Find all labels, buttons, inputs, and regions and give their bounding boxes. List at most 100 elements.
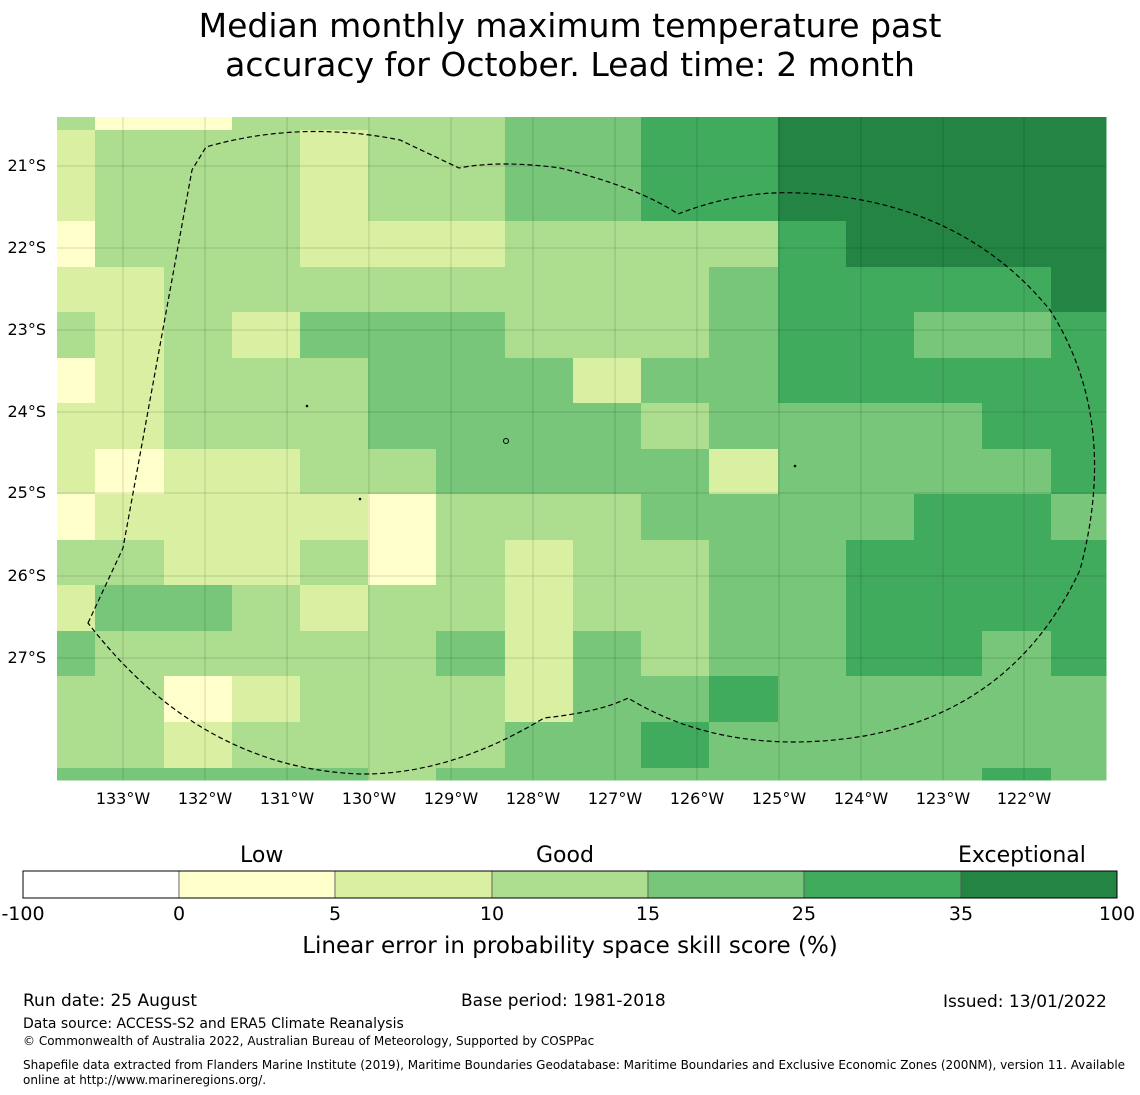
grid-cell [778,449,847,495]
grid-cell [573,768,642,781]
grid-cell [232,768,301,781]
grid-cell [300,585,369,632]
grid-cell [982,722,1052,769]
latitude-label: 27°S [7,648,46,667]
grid-cell [368,540,437,586]
grid-cell [300,267,369,313]
grid-cell [436,176,506,222]
grid-cell [709,312,779,359]
grid-cell [300,494,369,541]
grid-cell [914,312,983,359]
grid-cell [709,176,779,222]
grid-cell [232,117,301,131]
grid-cell [57,449,96,495]
grid-cell [300,403,369,450]
grid-cell [368,494,437,541]
grid-cell [846,722,915,769]
grid-cell [232,631,301,677]
grid-cell [95,494,165,541]
latitude-label: 24°S [7,402,46,421]
latitude-label: 26°S [7,566,46,585]
category-exceptional-label: Exceptional [958,843,1086,868]
grid-cell [846,221,915,268]
grid-cell [232,722,301,769]
run-date: Run date: 25 August [23,991,197,1011]
colorbar-tick-label: 10 [479,903,505,925]
category-low-label: Low [240,843,284,868]
grid-cell [914,676,983,723]
issued-date: Issued: 13/01/2022 [943,992,1107,1012]
grid-cell [368,130,437,177]
grid-cell [709,494,779,541]
grid-cell [95,540,165,586]
grid-cell [573,585,642,632]
grid-cell [95,403,165,450]
grid-cell [709,267,779,313]
latitude-label: 22°S [7,238,46,257]
grid-cell [1051,631,1107,677]
grid-cell [436,449,506,495]
title-line-1: Median monthly maximum temperature past [198,6,942,45]
grid-cell [164,312,233,359]
grid-cell [778,312,847,359]
grid-cell [57,312,96,359]
grid-cell [914,176,983,222]
grid-cell [778,221,847,268]
colorbar-tick-label: 5 [328,903,342,925]
grid-cell [505,403,574,450]
grid-cell [368,449,437,495]
grid-cell [505,130,574,177]
longitude-label: 132°W [177,789,233,808]
grid-cell [1051,176,1107,222]
grid-cell [778,130,847,177]
latitude-label: 25°S [7,483,46,502]
grid-cell [505,631,574,677]
grid-cell [300,221,369,268]
grid-cell [982,494,1052,541]
grid-cell [573,312,642,359]
grid-cell [914,117,983,131]
grid-cell [436,130,506,177]
grid-cell [709,768,779,781]
grid-cell [232,358,301,404]
grid-cell [846,768,915,781]
grid-cell [300,540,369,586]
grid-cell [368,117,437,131]
grid-cell [1051,768,1107,781]
grid-cell [641,449,710,495]
grid-cell [709,676,779,723]
grid-cell [57,494,96,541]
grid-cell [436,676,506,723]
latitude-label: 21°S [7,156,46,175]
grid-cell [914,267,983,313]
grid-cell [95,768,165,781]
grid-cell [95,449,165,495]
grid-cell [57,130,96,177]
grid-cell [982,676,1052,723]
grid-cell [982,449,1052,495]
grid-cell [95,130,165,177]
grid-cell [1051,403,1107,450]
grid-cell [982,176,1052,222]
grid-cell [164,130,233,177]
grid-cell [436,267,506,313]
grid-cell [641,130,710,177]
island-marker [503,438,509,444]
grid-cell [846,540,915,586]
grid-cell [1051,494,1107,541]
grid-cell [300,768,369,781]
grid-cell [641,585,710,632]
grid-cell [57,540,96,586]
grid-cell [505,449,574,495]
grid-cell [982,585,1052,632]
colorbar-segment [491,870,649,899]
grid-cell [982,403,1052,450]
colorbar-segment [960,870,1118,899]
grid-cell [641,312,710,359]
grid-cell [1051,722,1107,769]
grid-cell [709,585,779,632]
longitude-label: 124°W [833,789,889,808]
grid-cell [164,676,233,723]
shapefile-credit-line-2: online at http://www.marineregions.org/. [23,1073,267,1087]
grid-cell [232,221,301,268]
